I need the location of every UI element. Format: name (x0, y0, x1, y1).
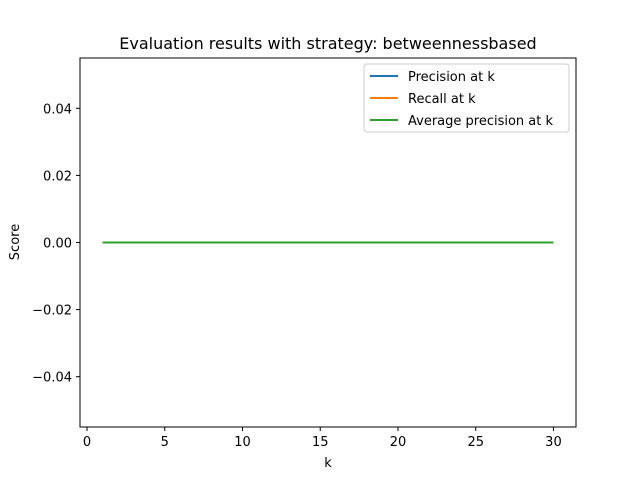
x-tick-label: 0 (83, 435, 91, 450)
x-axis-label: k (324, 456, 332, 471)
y-tick-label: 0.04 (43, 102, 72, 117)
legend: Precision at k Recall at k Average precisi… (363, 63, 570, 133)
legend-label-precision-at-k: Precision at k (408, 70, 495, 85)
x-tick-label: 20 (390, 435, 407, 450)
legend-box (363, 63, 570, 133)
legend-label-average-precision-at-k: Average precision at k (408, 114, 553, 129)
x-axis: 0 5 10 15 20 25 30 (83, 427, 562, 450)
y-tick-label: 0.02 (43, 169, 72, 184)
y-tick-label: −0.04 (32, 371, 72, 386)
y-tick-label: 0.00 (43, 237, 72, 252)
x-tick-label: 5 (161, 435, 169, 450)
x-tick-label: 25 (467, 435, 484, 450)
x-tick-label: 10 (234, 435, 251, 450)
y-axis-label: Score (8, 224, 23, 260)
y-axis: −0.04 −0.02 0.00 0.02 0.04 (32, 102, 80, 386)
y-tick-label: −0.02 (32, 304, 72, 319)
chart-title: Evaluation results with strategy: betwee… (119, 34, 536, 53)
x-tick-label: 30 (545, 435, 562, 450)
legend-label-recall-at-k: Recall at k (408, 92, 476, 107)
x-tick-label: 15 (312, 435, 329, 450)
